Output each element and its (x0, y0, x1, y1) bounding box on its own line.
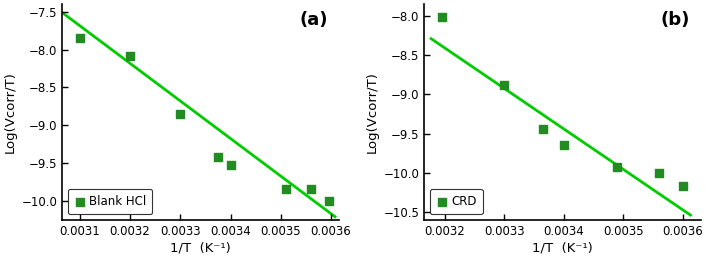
Blank HCl (174, 112, 186, 116)
CRD (498, 83, 510, 87)
CRD (537, 127, 549, 131)
CRD (653, 171, 664, 175)
Blank HCl (280, 187, 291, 191)
Legend: CRD: CRD (430, 189, 483, 214)
CRD (436, 16, 447, 20)
Text: (a): (a) (299, 11, 328, 29)
Blank HCl (124, 54, 135, 58)
CRD (612, 165, 623, 169)
Blank HCl (74, 36, 85, 40)
Y-axis label: Log(Vcorr/T): Log(Vcorr/T) (366, 71, 379, 153)
Text: (b): (b) (660, 11, 690, 29)
Blank HCl (225, 162, 236, 167)
CRD (558, 143, 569, 147)
Blank HCl (323, 199, 334, 203)
X-axis label: 1/T  (K⁻¹): 1/T (K⁻¹) (532, 242, 593, 255)
Legend: Blank HCl: Blank HCl (68, 189, 152, 214)
Blank HCl (212, 155, 223, 159)
X-axis label: 1/T  (K⁻¹): 1/T (K⁻¹) (170, 242, 230, 255)
Blank HCl (306, 187, 317, 191)
Y-axis label: Log(Vcorr/T): Log(Vcorr/T) (4, 71, 17, 153)
CRD (677, 184, 688, 188)
